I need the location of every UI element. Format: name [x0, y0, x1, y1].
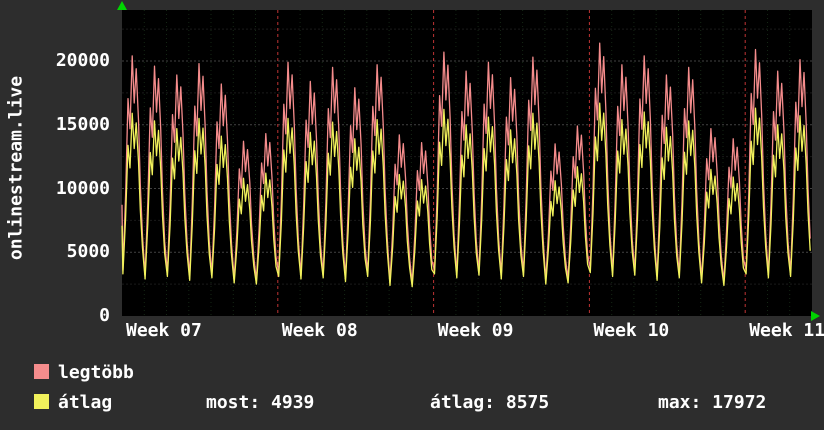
legend-label-atlag: átlag	[58, 392, 113, 413]
y-axis-title: onlinestream.live	[5, 75, 27, 261]
x-tick-label: Week 09	[437, 320, 514, 341]
x-tick-label: Week 11	[749, 320, 824, 341]
stat-atlag: átlag: 8575	[430, 392, 550, 413]
y-tick-label: 20000	[55, 50, 110, 71]
legend-swatch-legtobb	[34, 364, 49, 379]
x-axis-arrow-icon	[811, 311, 820, 321]
series-átlag	[121, 102, 811, 288]
chart-svg	[121, 10, 812, 316]
series-legtöbb	[121, 42, 811, 284]
legend-swatch-atlag	[34, 394, 49, 409]
stat-most: most: 4939	[206, 392, 315, 413]
plot-area	[121, 10, 812, 316]
y-tick-label: 15000	[55, 113, 110, 135]
y-tick-label: 5000	[66, 241, 110, 263]
y-tick-label: 0	[99, 305, 110, 326]
legend-label-legtobb: legtöbb	[58, 362, 134, 383]
y-tick-label: 10000	[55, 177, 110, 199]
x-tick-label: Week 08	[281, 320, 358, 341]
stat-max: max: 17972	[658, 392, 767, 413]
x-tick-label: Week 07	[126, 320, 202, 341]
y-axis-arrow-icon	[117, 1, 127, 10]
x-tick-label: Week 10	[593, 320, 670, 341]
